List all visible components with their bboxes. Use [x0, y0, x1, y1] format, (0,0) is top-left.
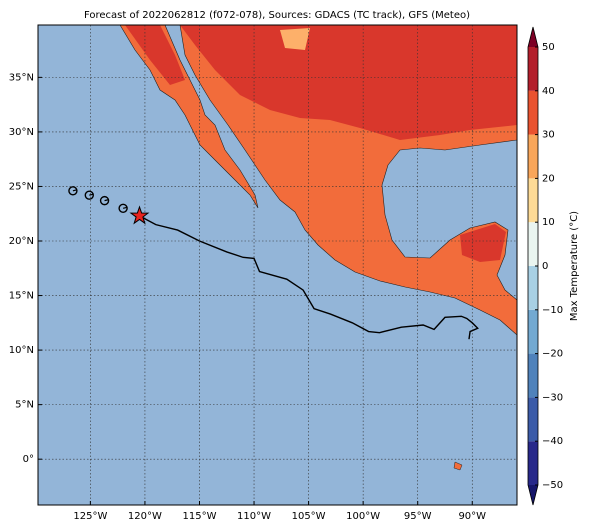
- colorbar-bin: [528, 397, 538, 442]
- storm-track: [139, 215, 479, 340]
- x-tick-label: 100°W: [346, 511, 380, 522]
- track-position-tick: [104, 199, 109, 202]
- y-tick-label: 15°N: [9, 291, 34, 302]
- track-position-tick: [72, 189, 78, 192]
- land: [119, 25, 517, 471]
- y-tick-label: 20°N: [9, 236, 34, 247]
- x-tick-label: 120°W: [128, 511, 162, 522]
- colorbar-tick-label: 30: [542, 130, 555, 141]
- track-position: [68, 186, 78, 196]
- track-position: [99, 195, 110, 206]
- track-position: [118, 203, 128, 213]
- map-frame: [37, 24, 518, 506]
- y-tick-label: 30°N: [9, 127, 34, 138]
- colorbar-tick-label: −40: [542, 436, 563, 447]
- y-tick-label: 10°N: [9, 345, 34, 356]
- track-position-tick: [122, 206, 128, 209]
- colorbar-extend-high: [528, 27, 538, 47]
- x-tick-label: 90°W: [458, 511, 486, 522]
- colorbar-tick-label: 20: [542, 173, 555, 184]
- y-tick-label: 0°: [23, 454, 34, 465]
- colorbar-bin: [528, 178, 538, 223]
- colorbar-extend-low: [528, 485, 538, 505]
- colorbar-tick-label: 0: [542, 261, 548, 272]
- colorbar-tick-label: −50: [542, 480, 563, 491]
- colorbar-label: Max Temperature (°C): [569, 211, 580, 321]
- x-tick-label: 95°W: [404, 511, 432, 522]
- colorbar-bin: [528, 309, 538, 354]
- colorbar-bin: [528, 441, 538, 485]
- colorbar-tick-label: −30: [542, 392, 563, 403]
- map-title: Forecast of 2022062812 (f072-078), Sourc…: [84, 10, 470, 21]
- track-position: [84, 190, 94, 200]
- x-tick-label: 125°W: [73, 511, 107, 522]
- colorbar-tick-label: −20: [542, 349, 563, 360]
- storm-position: [129, 205, 150, 225]
- track-position-tick: [89, 193, 94, 196]
- colorbar-bin: [528, 266, 538, 310]
- colorbar-bin: [528, 134, 538, 179]
- y-tick-label: 25°N: [9, 181, 34, 192]
- x-tick-label: 115°W: [182, 511, 216, 522]
- colorbar-tick-label: 50: [542, 42, 555, 53]
- x-tick-label: 105°W: [292, 511, 326, 522]
- colorbar-bin: [528, 222, 538, 266]
- colorbar-tick-label: 10: [542, 217, 555, 228]
- colorbar-bin: [528, 353, 538, 398]
- colorbar-tick-label: 40: [542, 86, 555, 97]
- colorbar-tick-label: −10: [542, 305, 563, 316]
- x-tick-label: 110°W: [237, 511, 271, 522]
- colorbar-bin: [528, 90, 538, 135]
- colorbar-bin: [528, 47, 538, 91]
- y-tick-label: 35°N: [9, 72, 34, 83]
- y-tick-label: 5°N: [15, 400, 34, 411]
